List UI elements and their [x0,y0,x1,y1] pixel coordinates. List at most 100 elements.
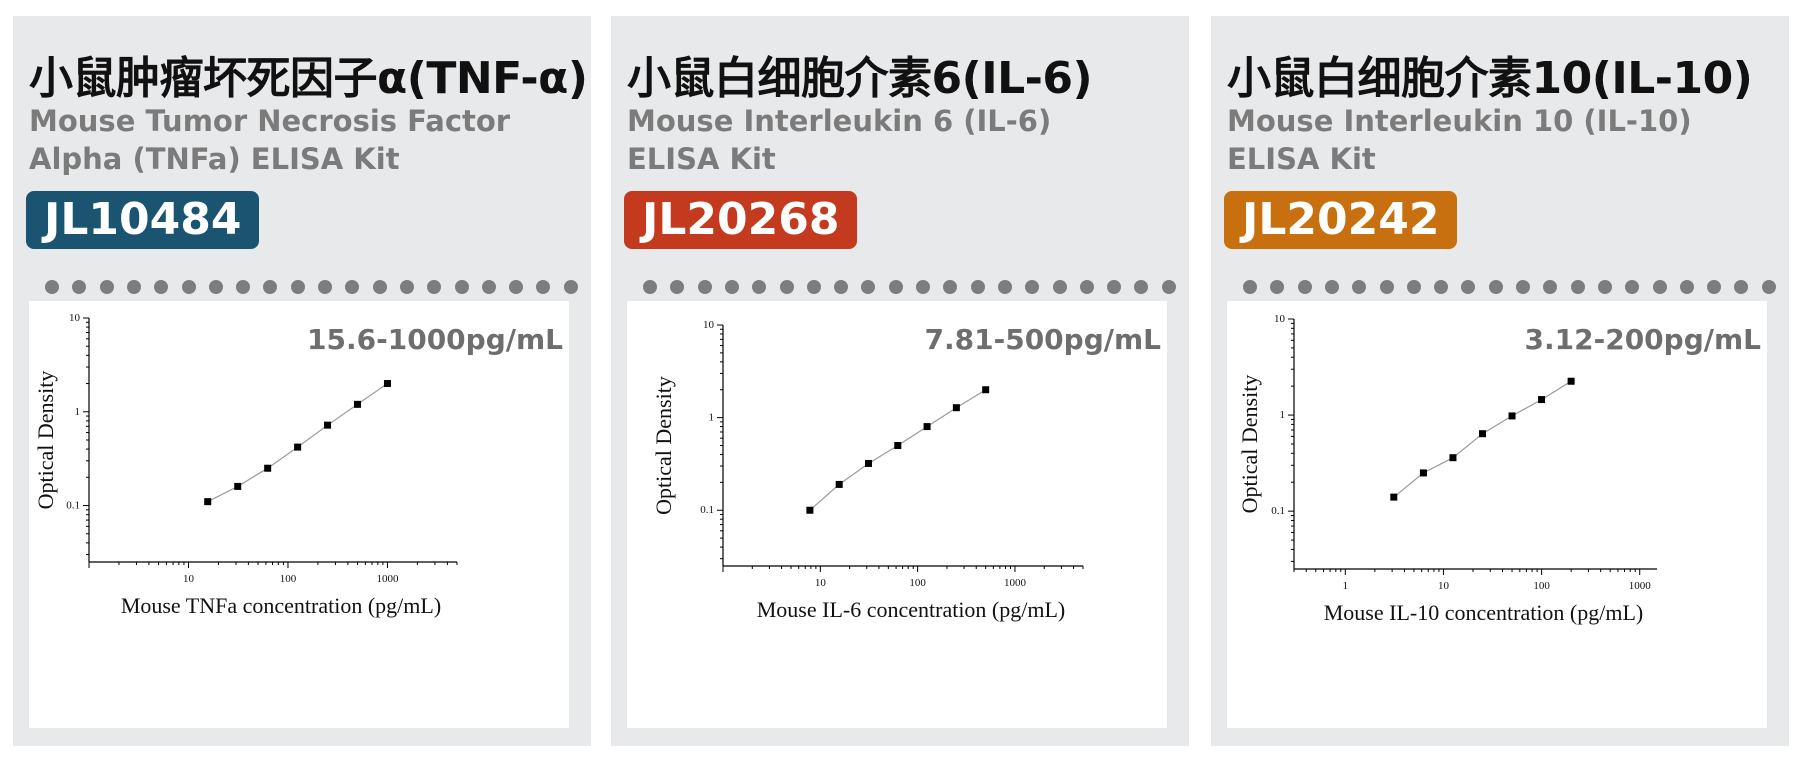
divider-dot [834,280,849,294]
divider-dot [1679,280,1694,294]
divider-dot [1543,280,1558,294]
subtitle-line: ELISA Kit [1227,142,1376,176]
divider-dot [970,280,985,294]
y-tick-label: 1 [1280,409,1286,421]
data-point [835,480,843,488]
divider-dot [1625,280,1640,294]
dot-divider [1243,280,1776,296]
divider-dot [1488,280,1503,294]
divider-dot [481,280,496,294]
product-code-badge: JL20242 [1224,191,1458,249]
divider-dot [126,280,141,294]
divider-dot [943,280,958,294]
data-point [354,400,362,408]
y-axis-label: Optical Density [33,371,58,510]
divider-dot [670,280,685,294]
divider-dot [888,280,903,294]
divider-dot [563,280,578,294]
data-point [1508,412,1516,420]
y-tick-label: 1 [75,406,81,418]
data-point [1567,377,1575,385]
detection-range: 15.6-1000pg/mL [307,323,563,356]
divider-dot [318,280,332,294]
x-tick-label: 100 [909,577,926,589]
divider-dot [181,280,196,294]
detection-range: 3.12-200pg/mL [1524,323,1761,356]
data-point [234,482,242,490]
data-point [923,423,931,431]
divider-dot [752,280,767,294]
x-tick-label: 10 [1438,580,1450,592]
divider-dot [1243,280,1257,294]
x-tick-label: 1000 [1004,577,1027,589]
divider-dot [697,280,712,294]
y-tick-label: 10 [1274,313,1286,325]
divider-dot [1134,280,1149,294]
panel-il10: 小鼠白细胞介素10(IL-10) Mouse Interleukin 10 (I… [1211,16,1789,746]
data-point [294,443,302,451]
divider-dot [290,280,305,294]
data-point [952,404,960,412]
x-tick-label: 10 [815,577,827,589]
standard-curve-chart: 0.1 1 10 10 100 1000 Mouse IL-6 concentration … [651,319,1084,622]
divider-dot [997,280,1012,294]
subtitle-line: Mouse Interleukin 6 (IL-6) [627,104,1052,138]
data-point [383,380,391,388]
divider-dot [345,280,360,294]
divider-dot [1079,280,1094,294]
subtitle-line: ELISA Kit [627,142,776,176]
divider-dot [1052,280,1067,294]
y-tick-label: 1 [709,412,715,424]
subtitle-line: Alpha (TNFa) ELISA Kit [29,142,400,176]
divider-dot [806,280,821,294]
subtitle-line: Mouse Tumor Necrosis Factor [29,104,511,138]
data-point [894,442,902,449]
divider-dot [1352,280,1367,294]
divider-dot [1570,280,1585,294]
x-axis-label: Mouse IL-6 concentration (pg/mL) [757,597,1066,622]
panel-subtitle: Mouse Tumor Necrosis Factor Alpha (TNFa)… [29,102,549,178]
divider-dot [1406,280,1421,294]
divider-dot [1379,280,1394,294]
divider-dot [427,280,442,294]
divider-dot [509,280,524,294]
divider-dot [45,280,59,294]
divider-dot [454,280,469,294]
divider-dot [916,280,930,294]
panel-il6: 小鼠白细胞介素6(IL-6) Mouse Interleukin 6 (IL-6… [611,16,1189,746]
divider-dot [1652,280,1667,294]
standard-curve-plot: 3.12-200pg/mL 0.1 1 10 1 10 100 1000 Mouse IL-1… [1227,301,1767,728]
panel-tnf: 小鼠肿瘤坏死因子α(TNF-α) Mouse Tumor Necrosis Fa… [13,16,591,746]
y-tick-label: 0.1 [700,504,714,516]
panel-subtitle: Mouse Interleukin 10 (IL-10) ELISA Kit [1227,102,1747,178]
data-point [1390,493,1398,501]
divider-dot [1597,280,1612,294]
data-point [1419,469,1427,477]
y-tick-label: 10 [703,319,715,331]
x-axis-label: Mouse TNFa concentration (pg/mL) [121,593,441,618]
data-point [1449,454,1457,462]
divider-dot [1270,280,1285,294]
data-point [264,464,272,472]
y-tick-label: 10 [69,312,81,324]
x-tick-label: 10 [183,573,195,585]
subtitle-line: Mouse Interleukin 10 (IL-10) [1227,104,1692,138]
divider-dot [1161,280,1176,294]
data-point [982,386,990,394]
divider-dot [1107,280,1122,294]
divider-dot [372,280,387,294]
standard-curve-plot: 7.81-500pg/mL 0.1 1 10 10 100 1000 Mouse IL-6 … [627,301,1167,728]
panel-title: 小鼠白细胞介素10(IL-10) [1227,53,1753,104]
divider-dot [1734,280,1749,294]
divider-dot [779,280,794,294]
divider-dot [643,280,657,294]
divider-dot [1025,280,1040,294]
dot-divider [45,280,578,296]
divider-dot [208,280,223,294]
divider-dot [1324,280,1339,294]
divider-dot [1761,280,1776,294]
y-tick-label: 0.1 [66,500,80,512]
x-axis-label: Mouse IL-10 concentration (pg/mL) [1324,600,1644,625]
divider-dot [99,280,114,294]
product-code-badge: JL10484 [26,191,260,249]
